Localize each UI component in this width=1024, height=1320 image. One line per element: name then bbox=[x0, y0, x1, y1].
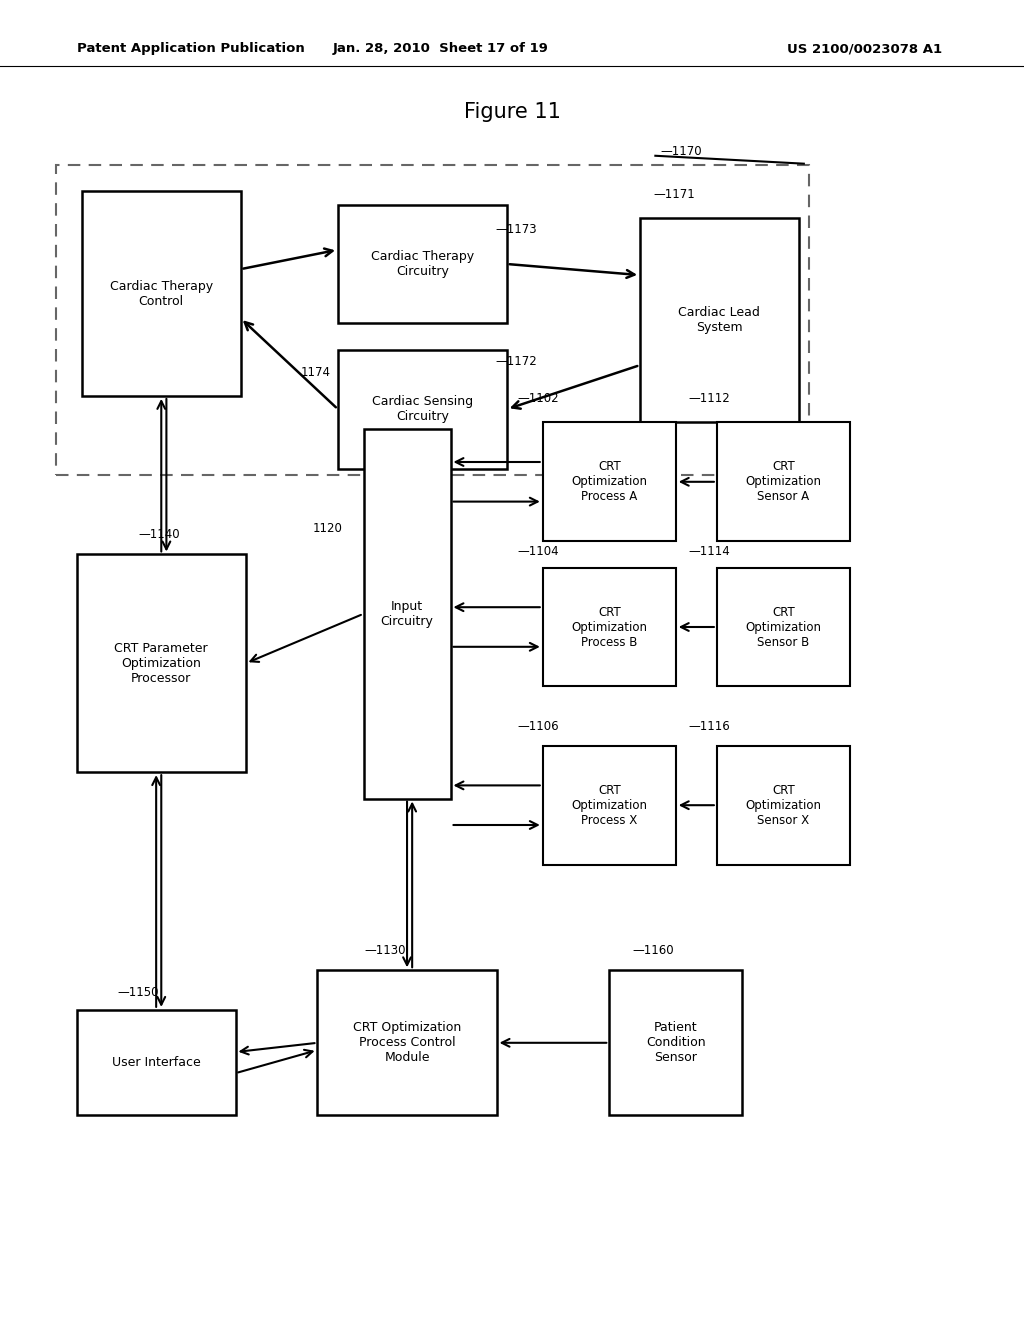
Text: CRT
Optimization
Process A: CRT Optimization Process A bbox=[571, 461, 647, 503]
Text: —1170: —1170 bbox=[660, 145, 702, 158]
Bar bbox=[56, 165, 809, 475]
Text: —1102: —1102 bbox=[517, 392, 559, 405]
Bar bbox=[543, 422, 676, 541]
Text: Patient
Condition
Sensor: Patient Condition Sensor bbox=[646, 1022, 706, 1064]
Bar bbox=[338, 350, 507, 469]
Bar bbox=[77, 1010, 236, 1115]
Text: Cardiac Therapy
Circuitry: Cardiac Therapy Circuitry bbox=[371, 249, 474, 279]
Text: Patent Application Publication: Patent Application Publication bbox=[77, 42, 304, 55]
Text: CRT
Optimization
Process B: CRT Optimization Process B bbox=[571, 606, 647, 648]
Text: —1140: —1140 bbox=[138, 528, 180, 541]
Bar bbox=[640, 218, 799, 422]
Bar bbox=[543, 746, 676, 865]
Text: US 2100/0023078 A1: US 2100/0023078 A1 bbox=[787, 42, 942, 55]
Bar bbox=[317, 970, 497, 1115]
Text: —1150: —1150 bbox=[118, 986, 160, 999]
Text: User Interface: User Interface bbox=[112, 1056, 201, 1069]
Text: CRT
Optimization
Sensor A: CRT Optimization Sensor A bbox=[745, 461, 821, 503]
Text: —1104: —1104 bbox=[517, 545, 559, 558]
Text: 1174: 1174 bbox=[301, 366, 331, 379]
Bar bbox=[717, 422, 850, 541]
Bar bbox=[543, 568, 676, 686]
Text: CRT Parameter
Optimization
Processor: CRT Parameter Optimization Processor bbox=[115, 642, 208, 685]
Text: —1171: —1171 bbox=[653, 187, 695, 201]
Text: —1173: —1173 bbox=[496, 223, 538, 236]
Text: 1120: 1120 bbox=[312, 521, 342, 535]
Text: Cardiac Sensing
Circuitry: Cardiac Sensing Circuitry bbox=[372, 395, 473, 424]
Bar bbox=[82, 191, 241, 396]
Text: —1112: —1112 bbox=[688, 392, 730, 405]
Text: —1172: —1172 bbox=[496, 355, 538, 368]
Text: Input
Circuitry: Input Circuitry bbox=[381, 599, 433, 628]
Bar bbox=[609, 970, 742, 1115]
Text: —1106: —1106 bbox=[517, 719, 559, 733]
Bar bbox=[364, 429, 451, 799]
Text: CRT
Optimization
Sensor B: CRT Optimization Sensor B bbox=[745, 606, 821, 648]
Text: —1130: —1130 bbox=[365, 944, 407, 957]
Text: Figure 11: Figure 11 bbox=[464, 102, 560, 123]
Text: Jan. 28, 2010  Sheet 17 of 19: Jan. 28, 2010 Sheet 17 of 19 bbox=[333, 42, 548, 55]
Text: —1160: —1160 bbox=[633, 944, 675, 957]
Bar bbox=[77, 554, 246, 772]
Bar bbox=[717, 568, 850, 686]
Text: —1114: —1114 bbox=[688, 545, 730, 558]
Text: CRT
Optimization
Process X: CRT Optimization Process X bbox=[571, 784, 647, 826]
Bar bbox=[717, 746, 850, 865]
Text: CRT
Optimization
Sensor X: CRT Optimization Sensor X bbox=[745, 784, 821, 826]
Bar bbox=[338, 205, 507, 323]
Text: Cardiac Lead
System: Cardiac Lead System bbox=[679, 306, 760, 334]
Text: Cardiac Therapy
Control: Cardiac Therapy Control bbox=[110, 280, 213, 308]
Text: —1116: —1116 bbox=[688, 719, 730, 733]
Text: CRT Optimization
Process Control
Module: CRT Optimization Process Control Module bbox=[353, 1022, 461, 1064]
